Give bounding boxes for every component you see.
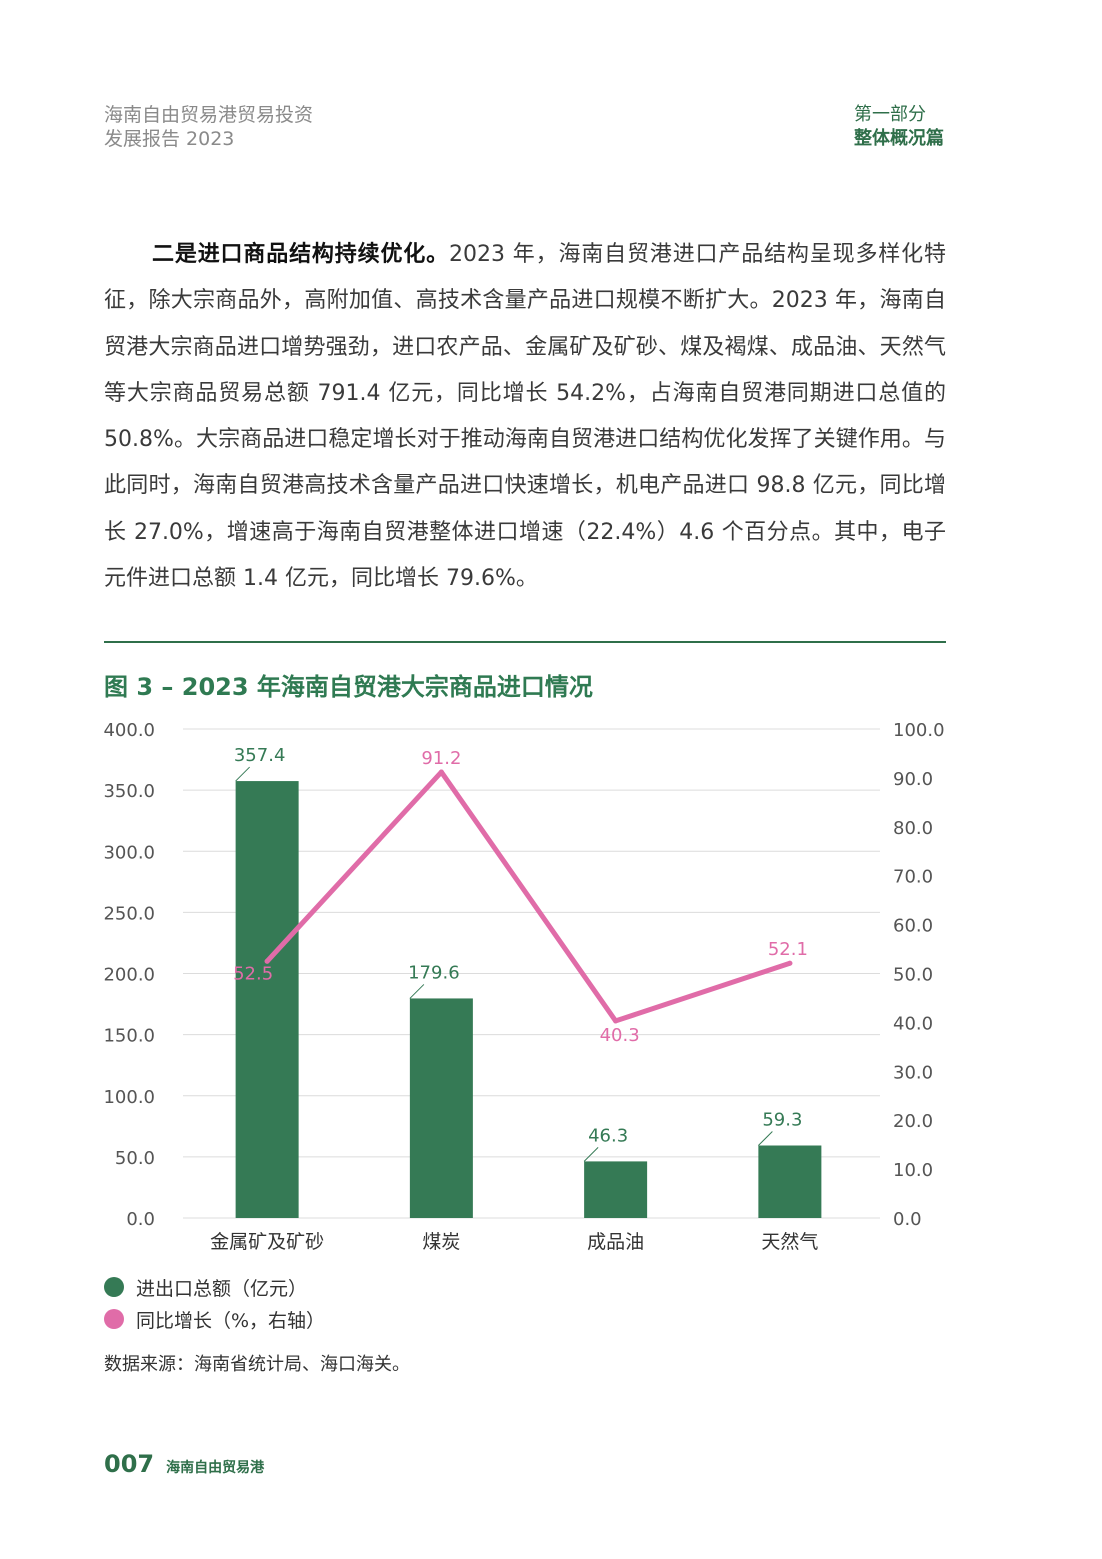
- footer-name: 海南自由贸易港: [166, 1460, 265, 1476]
- y-right-tick: 0.0: [893, 1209, 922, 1230]
- legend-item-amount: 进出口总额（亿元）: [104, 1271, 325, 1303]
- report-title: 海南自由贸易港贸易投资 发展报告 2023: [104, 103, 313, 151]
- y-left-tick: 400.0: [103, 720, 155, 741]
- x-tick-label: 煤炭: [422, 1231, 460, 1253]
- y-left-tick: 250.0: [103, 903, 155, 924]
- section-part: 第一部分: [854, 104, 926, 125]
- line-point: [787, 960, 793, 966]
- x-tick-label: 金属矿及矿砂: [210, 1231, 324, 1253]
- line-point: [264, 958, 270, 964]
- line-point: [613, 1018, 619, 1024]
- paragraph-text: 2023 年，海南自贸港进口产品结构呈现多样化特征，除大宗商品外，高附加值、高技…: [104, 242, 946, 592]
- section-divider: [104, 641, 946, 643]
- body-paragraph: 二是进口商品结构持续优化。2023 年，海南自贸港进口产品结构呈现多样化特征，除…: [104, 232, 946, 602]
- bar-label-leader: [758, 1131, 773, 1146]
- growth-line: [264, 769, 793, 1024]
- data-labels: 357.4 179.6 46.3 59.3 52.5 91.2 40.3 52.1: [233, 745, 808, 1162]
- section-name: 整体概况篇: [854, 128, 944, 149]
- legend-swatch-growth: [104, 1309, 124, 1329]
- chart-legend: 进出口总额（亿元） 同比增长（%，右轴）: [104, 1271, 325, 1335]
- bars: [235, 781, 822, 1218]
- y-right-tick: 40.0: [893, 1013, 933, 1034]
- page-footer: 007 海南自由贸易港: [104, 1450, 264, 1478]
- page-number: 007: [104, 1450, 155, 1478]
- bar: [584, 1161, 648, 1218]
- y-right-tick: 80.0: [893, 818, 933, 839]
- line-label: 52.1: [768, 939, 808, 960]
- bar-label-leader: [409, 984, 425, 999]
- section-label: 第一部分 整体概况篇: [854, 103, 944, 151]
- y-right-tick: 70.0: [893, 867, 933, 888]
- bar-label: 59.3: [762, 1110, 802, 1131]
- legend-label-amount: 进出口总额（亿元）: [136, 1277, 308, 1300]
- bar-label: 46.3: [588, 1125, 628, 1146]
- line-point: [438, 769, 444, 775]
- bar-label: 357.4: [234, 745, 286, 766]
- y-right-tick: 100.0: [893, 720, 945, 741]
- data-source: 数据来源：海南省统计局、海口海关。: [104, 1354, 410, 1375]
- y-left-tick: 0.0: [126, 1209, 155, 1230]
- lead-sentence: 二是进口商品结构持续优化。: [152, 242, 449, 267]
- x-tick-label: 成品油: [587, 1231, 644, 1253]
- report-title-line2: 发展报告 2023: [104, 128, 235, 150]
- bar: [758, 1145, 822, 1218]
- y-left-tick: 150.0: [103, 1026, 155, 1047]
- y-left-tick: 350.0: [103, 781, 155, 802]
- line-label: 91.2: [421, 748, 461, 769]
- y-right-tick: 90.0: [893, 769, 933, 790]
- import-chart: 357.4 179.6 46.3 59.3 52.5 91.2 40.3 52.1 0.0 50…: [103, 720, 944, 1253]
- bar: [409, 998, 473, 1218]
- y-right-tick: 60.0: [893, 916, 933, 937]
- y-left-tick: 50.0: [115, 1148, 155, 1169]
- legend-item-growth: 同比增长（%，右轴）: [104, 1303, 325, 1335]
- axis-labels: 0.0 50.0 100.0 150.0 200.0 250.0 300.0 350.0 400…: [103, 720, 944, 1253]
- line-label: 40.3: [600, 1025, 640, 1046]
- x-tick-label: 天然气: [761, 1231, 818, 1253]
- y-right-tick: 30.0: [893, 1062, 933, 1083]
- bar-label-leader: [235, 766, 250, 782]
- grid-lines: [183, 728, 880, 1219]
- bar-label-leader: [583, 1147, 599, 1162]
- y-right-tick: 10.0: [893, 1160, 933, 1181]
- y-right-tick: 20.0: [893, 1111, 933, 1132]
- growth-line-path: [264, 769, 793, 1024]
- y-left-tick: 300.0: [103, 842, 155, 863]
- y-left-tick: 100.0: [103, 1087, 155, 1108]
- figure-title: 图 3 – 2023 年海南自贸港大宗商品进口情况: [104, 673, 593, 701]
- report-title-line1: 海南自由贸易港贸易投资: [104, 104, 314, 126]
- bar: [235, 781, 299, 1218]
- y-right-tick: 50.0: [893, 965, 933, 986]
- line-label: 52.5: [233, 963, 273, 984]
- y-left-tick: 200.0: [103, 965, 155, 986]
- legend-swatch-amount: [104, 1277, 124, 1297]
- legend-label-growth: 同比增长（%，右轴）: [136, 1309, 326, 1332]
- bar-label: 179.6: [408, 962, 460, 983]
